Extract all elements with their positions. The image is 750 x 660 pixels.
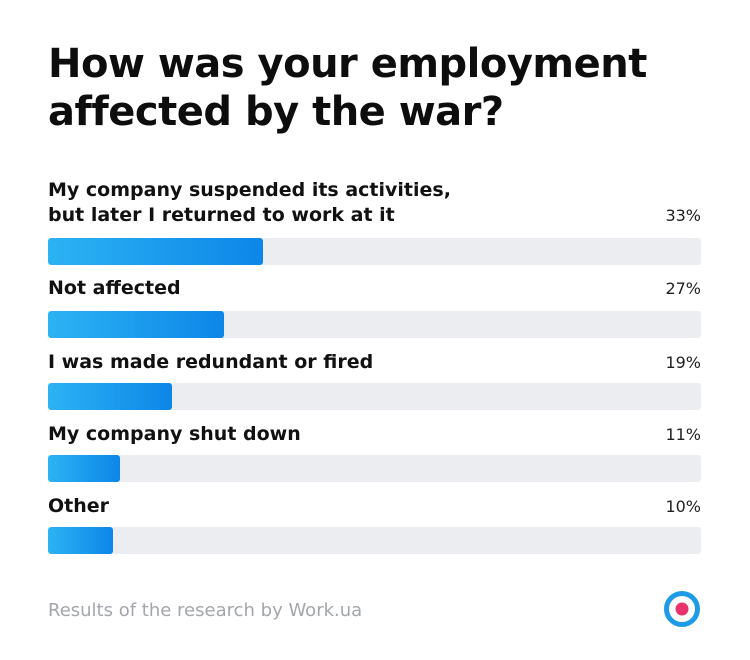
target-icon [664, 591, 700, 627]
bar-track [48, 311, 701, 338]
bar-row: Not affected 27% [48, 0, 701, 301]
bar [48, 527, 113, 554]
bar-label: I was made redundant or fired [48, 351, 374, 373]
logo-ring [664, 591, 700, 627]
logo-center [675, 602, 689, 616]
bar-track [48, 383, 701, 410]
bar-row: I was made redundant or fired 19% [48, 0, 701, 375]
bar-value-label: 19% [665, 353, 701, 372]
bar-label: My company shut down [48, 423, 301, 445]
bar-label: Not affected [48, 277, 181, 299]
bar-label: Other [48, 495, 110, 517]
bar [48, 455, 120, 482]
bar-track [48, 527, 701, 554]
bar [48, 238, 263, 265]
bar-label: My company suspended its activities, but… [48, 179, 451, 226]
bar-track [48, 455, 701, 482]
bar-row: My company shut down 11% [48, 0, 701, 447]
bar-row: Other 10% [48, 0, 701, 519]
bar-track [48, 238, 701, 265]
source-note: Results of the research by Work.ua [48, 600, 363, 621]
chart-title: How was your employment affected by the … [48, 41, 647, 135]
bar-row: My company suspended its activities, but… [48, 0, 701, 228]
bar [48, 311, 224, 338]
bar-value-label: 10% [665, 497, 701, 516]
bar-value-label: 11% [665, 425, 701, 444]
bar [48, 383, 172, 410]
bar-value-label: 27% [665, 279, 701, 298]
bar-value-label: 33% [665, 206, 701, 225]
